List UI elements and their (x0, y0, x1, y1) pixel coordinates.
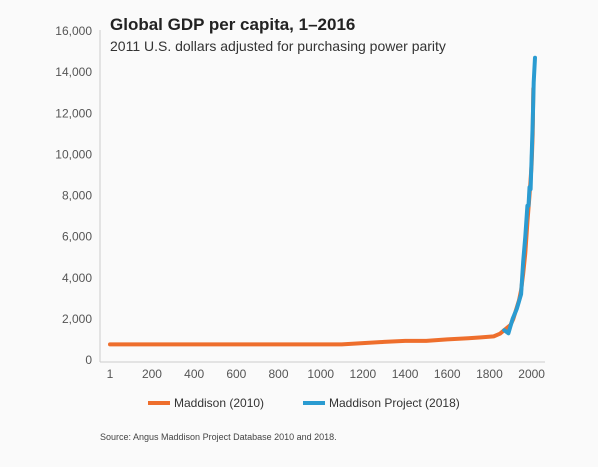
y-tick-label: 8,000 (62, 189, 92, 203)
y-axis: 0 2,000 4,000 6,000 8,000 10,000 12,000 14,000 1… (55, 24, 92, 367)
x-tick-label: 1600 (434, 367, 461, 381)
series-line-2 (502, 55, 537, 336)
x-tick-label: 1200 (350, 367, 377, 381)
source-note: Source: Angus Maddison Project Database … (100, 432, 337, 442)
x-tick-label: 600 (226, 367, 246, 381)
legend-label-2: Maddison Project (2018) (329, 396, 460, 410)
y-tick-label: 10,000 (55, 147, 92, 161)
y-tick-label: 4,000 (62, 271, 92, 285)
y-tick-label: 16,000 (55, 24, 92, 38)
x-tick-label: 2000 (518, 367, 545, 381)
x-tick-label: 1 (107, 367, 114, 381)
chart-title: Global GDP per capita, 1–2016 (110, 15, 355, 34)
y-tick-label: 2,000 (62, 312, 92, 326)
series-line-1 (108, 86, 536, 347)
y-tick-label: 12,000 (55, 106, 92, 120)
y-tick-label: 14,000 (55, 65, 92, 79)
x-tick-label: 1400 (392, 367, 419, 381)
x-axis: 1 200 400 600 800 1000 1200 1400 1600 1800 2000 (107, 367, 546, 381)
x-tick-label: 800 (269, 367, 289, 381)
series-group (108, 55, 537, 347)
y-tick-label: 0 (85, 353, 92, 367)
x-tick-label: 400 (184, 367, 204, 381)
chart-subtitle: 2011 U.S. dollars adjusted for purchasin… (110, 38, 446, 54)
y-tick-label: 6,000 (62, 230, 92, 244)
legend: Maddison (2010) Maddison Project (2018) (148, 396, 460, 410)
plot-area: 0 2,000 4,000 6,000 8,000 10,000 12,000 14,000 1… (55, 24, 545, 381)
x-tick-label: 1800 (476, 367, 503, 381)
legend-label-1: Maddison (2010) (174, 396, 264, 410)
x-tick-label: 200 (142, 367, 162, 381)
x-tick-label: 1000 (307, 367, 334, 381)
